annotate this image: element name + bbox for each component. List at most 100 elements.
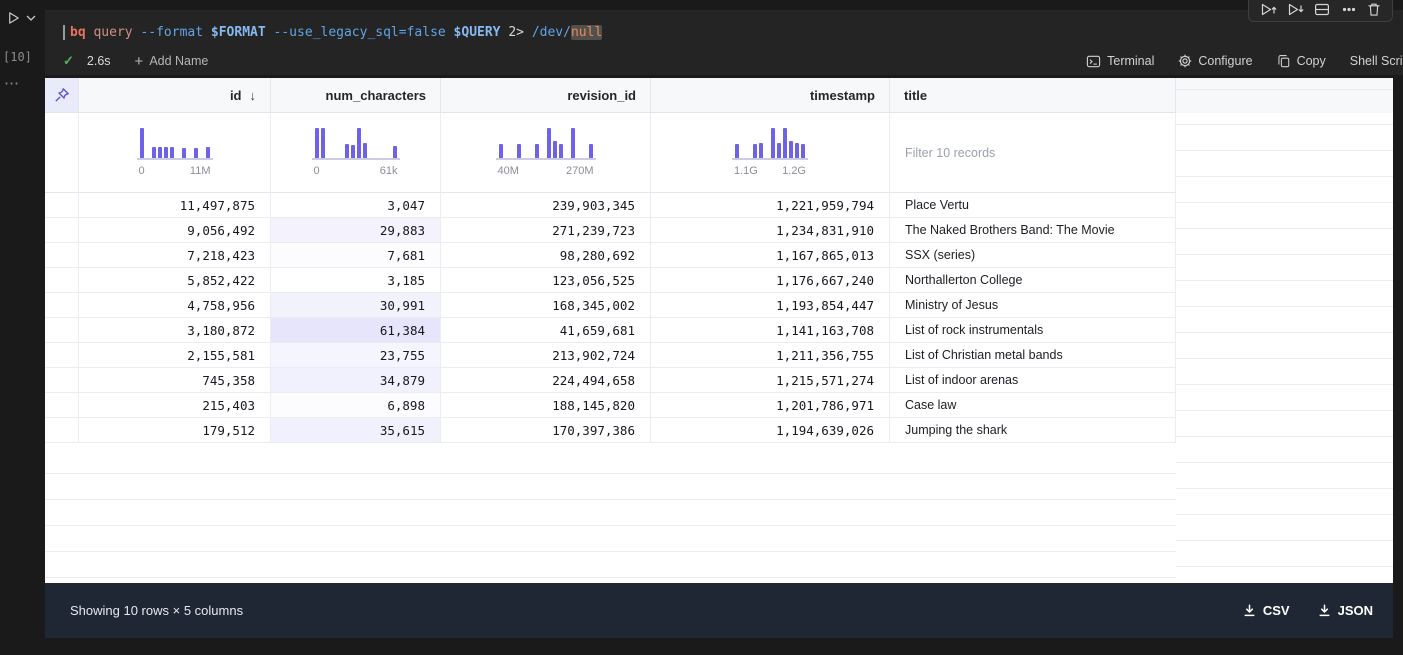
histogram-id[interactable]: 0 11M	[136, 128, 213, 177]
cell-id: 3,180,872	[79, 318, 271, 343]
cell-num_characters: 29,883	[271, 218, 441, 243]
empty-row	[1176, 411, 1393, 437]
code-token: query	[93, 24, 141, 40]
delete-icon[interactable]	[1367, 2, 1381, 17]
cell-revision_id: 188,145,820	[441, 393, 651, 418]
copy-button[interactable]: Copy	[1277, 54, 1326, 68]
download-csv-button[interactable]: CSV	[1243, 603, 1290, 618]
toolbar-button-label: Terminal	[1107, 54, 1155, 68]
histogram-revision_id[interactable]: 40M 270M	[495, 128, 596, 177]
cell-num_characters: 35,615	[271, 418, 441, 443]
split-cell-icon[interactable]	[1314, 2, 1330, 17]
filter-records-input[interactable]: Filter 10 records	[905, 145, 996, 160]
cell-id: 9,056,492	[79, 218, 271, 243]
shell-script-button[interactable]: Shell Script	[1350, 54, 1403, 68]
histogram-bar	[516, 144, 521, 158]
empty-row	[45, 500, 1176, 526]
pin-column-button[interactable]	[45, 78, 79, 113]
download-json-button[interactable]: JSON	[1318, 603, 1373, 618]
histogram-bars	[732, 128, 808, 160]
summary-cell-id: 0 11M	[79, 113, 271, 193]
output-toolbar: Terminal Configure Copy Shell Script	[1086, 50, 1403, 72]
terminal-button[interactable]: Terminal	[1086, 54, 1154, 69]
cell-revision_id: 123,056,525	[441, 268, 651, 293]
code-editor[interactable]: bq query --format $FORMAT --use_legacy_s…	[63, 22, 603, 42]
histogram-bar	[181, 148, 186, 158]
cell-num_characters: 7,681	[271, 243, 441, 268]
empty-row	[1176, 359, 1393, 385]
cell-title: Place Vertu	[890, 193, 1176, 218]
range-max: 1.2G	[782, 165, 806, 177]
histogram-bar	[777, 143, 781, 158]
empty-row	[1176, 437, 1393, 463]
add-name-button[interactable]: + Add Name	[135, 53, 209, 70]
configure-button[interactable]: Configure	[1178, 54, 1253, 68]
column-header-id[interactable]: id ↓	[79, 78, 271, 113]
table-row: 215,403 6,898 188,145,820 1,201,786,971 Case…	[45, 393, 1393, 418]
column-header-title[interactable]: title	[890, 78, 1176, 113]
execution-duration: 2.6s	[86, 54, 111, 68]
column-header-num_characters[interactable]: num_characters	[271, 78, 441, 113]
run-cell-button[interactable]	[6, 10, 36, 26]
row-count-summary: Showing 10 rows × 5 columns	[70, 603, 244, 618]
code-token: $FORMAT	[210, 24, 274, 40]
range-min: 1.1G	[734, 165, 758, 177]
cell-id: 745,358	[79, 368, 271, 393]
toolbar-button-label: Copy	[1296, 54, 1326, 68]
histogram-bar	[320, 128, 325, 158]
cell-title: Jumping the shark	[890, 418, 1176, 443]
chevron-down-icon[interactable]	[26, 15, 36, 22]
cell-timestamp: 1,194,639,026	[651, 418, 890, 443]
empty-row	[1176, 307, 1393, 333]
empty-row	[1176, 151, 1393, 177]
toolbar-button-label: Configure	[1198, 54, 1253, 68]
execution-count: [10]	[3, 50, 32, 64]
empty-row	[1176, 281, 1393, 307]
sort-desc-icon[interactable]: ↓	[249, 87, 257, 103]
run-below-icon[interactable]	[1287, 2, 1304, 17]
histogram-bar	[392, 146, 397, 158]
table-header-row: id ↓ num_characters revision_id timestamp tit…	[45, 78, 1393, 113]
row-gutter-cell	[45, 318, 79, 343]
cell-more-icon[interactable]: ⋯	[4, 75, 20, 92]
range-min: 0	[313, 165, 320, 177]
run-above-icon[interactable]	[1260, 2, 1277, 17]
histogram-bar	[789, 141, 793, 158]
histogram-bar	[558, 144, 563, 158]
cell-timestamp: 1,176,667,240	[651, 268, 890, 293]
empty-row	[45, 526, 1176, 552]
empty-row	[1176, 90, 1393, 125]
download-label: CSV	[1262, 603, 1290, 618]
code-token: 2>	[508, 24, 532, 40]
empty-row	[1176, 255, 1393, 281]
cell-actions-toolbar	[1248, 0, 1393, 22]
histogram-timestamp[interactable]: 1.1G 1.2G	[732, 128, 808, 177]
histogram-bar	[588, 144, 593, 158]
cell-revision_id: 98,280,692	[441, 243, 651, 268]
cell-revision_id: 239,903,345	[441, 193, 651, 218]
download-icon	[1318, 604, 1331, 617]
copy-icon	[1277, 54, 1291, 68]
cell-id: 7,218,423	[79, 243, 271, 268]
cell-num_characters: 23,755	[271, 343, 441, 368]
histogram-bars	[311, 128, 400, 160]
column-header-timestamp[interactable]: timestamp	[651, 78, 890, 113]
column-header-revision_id[interactable]: revision_id	[441, 78, 651, 113]
empty-row	[1176, 203, 1393, 229]
cell-title: List of Christian metal bands	[890, 343, 1176, 368]
histogram-bar	[350, 145, 355, 158]
text-cursor	[63, 24, 65, 40]
row-gutter-cell	[45, 293, 79, 318]
cell-timestamp: 1,215,571,274	[651, 368, 890, 393]
cell-revision_id: 224,494,658	[441, 368, 651, 393]
empty-row	[1176, 229, 1393, 255]
histogram-bars	[495, 128, 596, 160]
cell-revision_id: 168,345,002	[441, 293, 651, 318]
more-icon[interactable]	[1341, 2, 1357, 17]
table-row: 179,512 35,615 170,397,386 1,194,639,026 Jum…	[45, 418, 1393, 443]
play-icon[interactable]	[6, 10, 21, 26]
result-footer: Showing 10 rows × 5 columns CSV JSON	[45, 583, 1393, 638]
histogram-bar	[759, 143, 763, 158]
histogram-num_characters[interactable]: 0 61k	[311, 128, 400, 177]
table-summary-row: 0 11M 0 61k 40M 270M 1.1G 1.2G Filter 10 records	[45, 113, 1393, 193]
